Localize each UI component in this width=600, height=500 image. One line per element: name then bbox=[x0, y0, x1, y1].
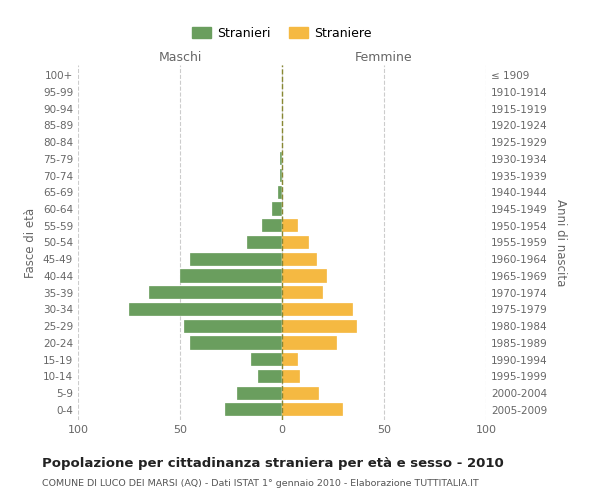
Text: Popolazione per cittadinanza straniera per età e sesso - 2010: Popolazione per cittadinanza straniera p… bbox=[42, 458, 504, 470]
Bar bbox=[272, 202, 282, 215]
Bar bbox=[237, 386, 282, 400]
Text: Maschi: Maschi bbox=[158, 51, 202, 64]
Bar bbox=[282, 270, 327, 282]
Bar bbox=[190, 336, 282, 349]
Bar bbox=[225, 404, 282, 416]
Bar bbox=[247, 236, 282, 249]
Bar bbox=[129, 303, 282, 316]
Bar bbox=[282, 404, 343, 416]
Bar bbox=[282, 303, 353, 316]
Bar bbox=[282, 320, 358, 333]
Bar bbox=[280, 152, 282, 166]
Bar bbox=[282, 336, 337, 349]
Y-axis label: Fasce di età: Fasce di età bbox=[25, 208, 37, 278]
Text: COMUNE DI LUCO DEI MARSI (AQ) - Dati ISTAT 1° gennaio 2010 - Elaborazione TUTTIT: COMUNE DI LUCO DEI MARSI (AQ) - Dati IST… bbox=[42, 479, 479, 488]
Legend: Stranieri, Straniere: Stranieri, Straniere bbox=[187, 22, 377, 44]
Bar bbox=[251, 353, 282, 366]
Bar bbox=[278, 186, 282, 199]
Bar bbox=[262, 219, 282, 232]
Bar bbox=[257, 370, 282, 383]
Bar bbox=[282, 236, 308, 249]
Bar bbox=[282, 286, 323, 300]
Bar bbox=[282, 353, 298, 366]
Bar bbox=[282, 219, 298, 232]
Bar bbox=[149, 286, 282, 300]
Bar bbox=[184, 320, 282, 333]
Text: Femmine: Femmine bbox=[355, 51, 413, 64]
Bar bbox=[180, 270, 282, 282]
Y-axis label: Anni di nascita: Anni di nascita bbox=[554, 199, 567, 286]
Bar bbox=[280, 169, 282, 182]
Bar bbox=[282, 370, 301, 383]
Bar bbox=[282, 386, 319, 400]
Bar bbox=[282, 252, 317, 266]
Bar bbox=[190, 252, 282, 266]
